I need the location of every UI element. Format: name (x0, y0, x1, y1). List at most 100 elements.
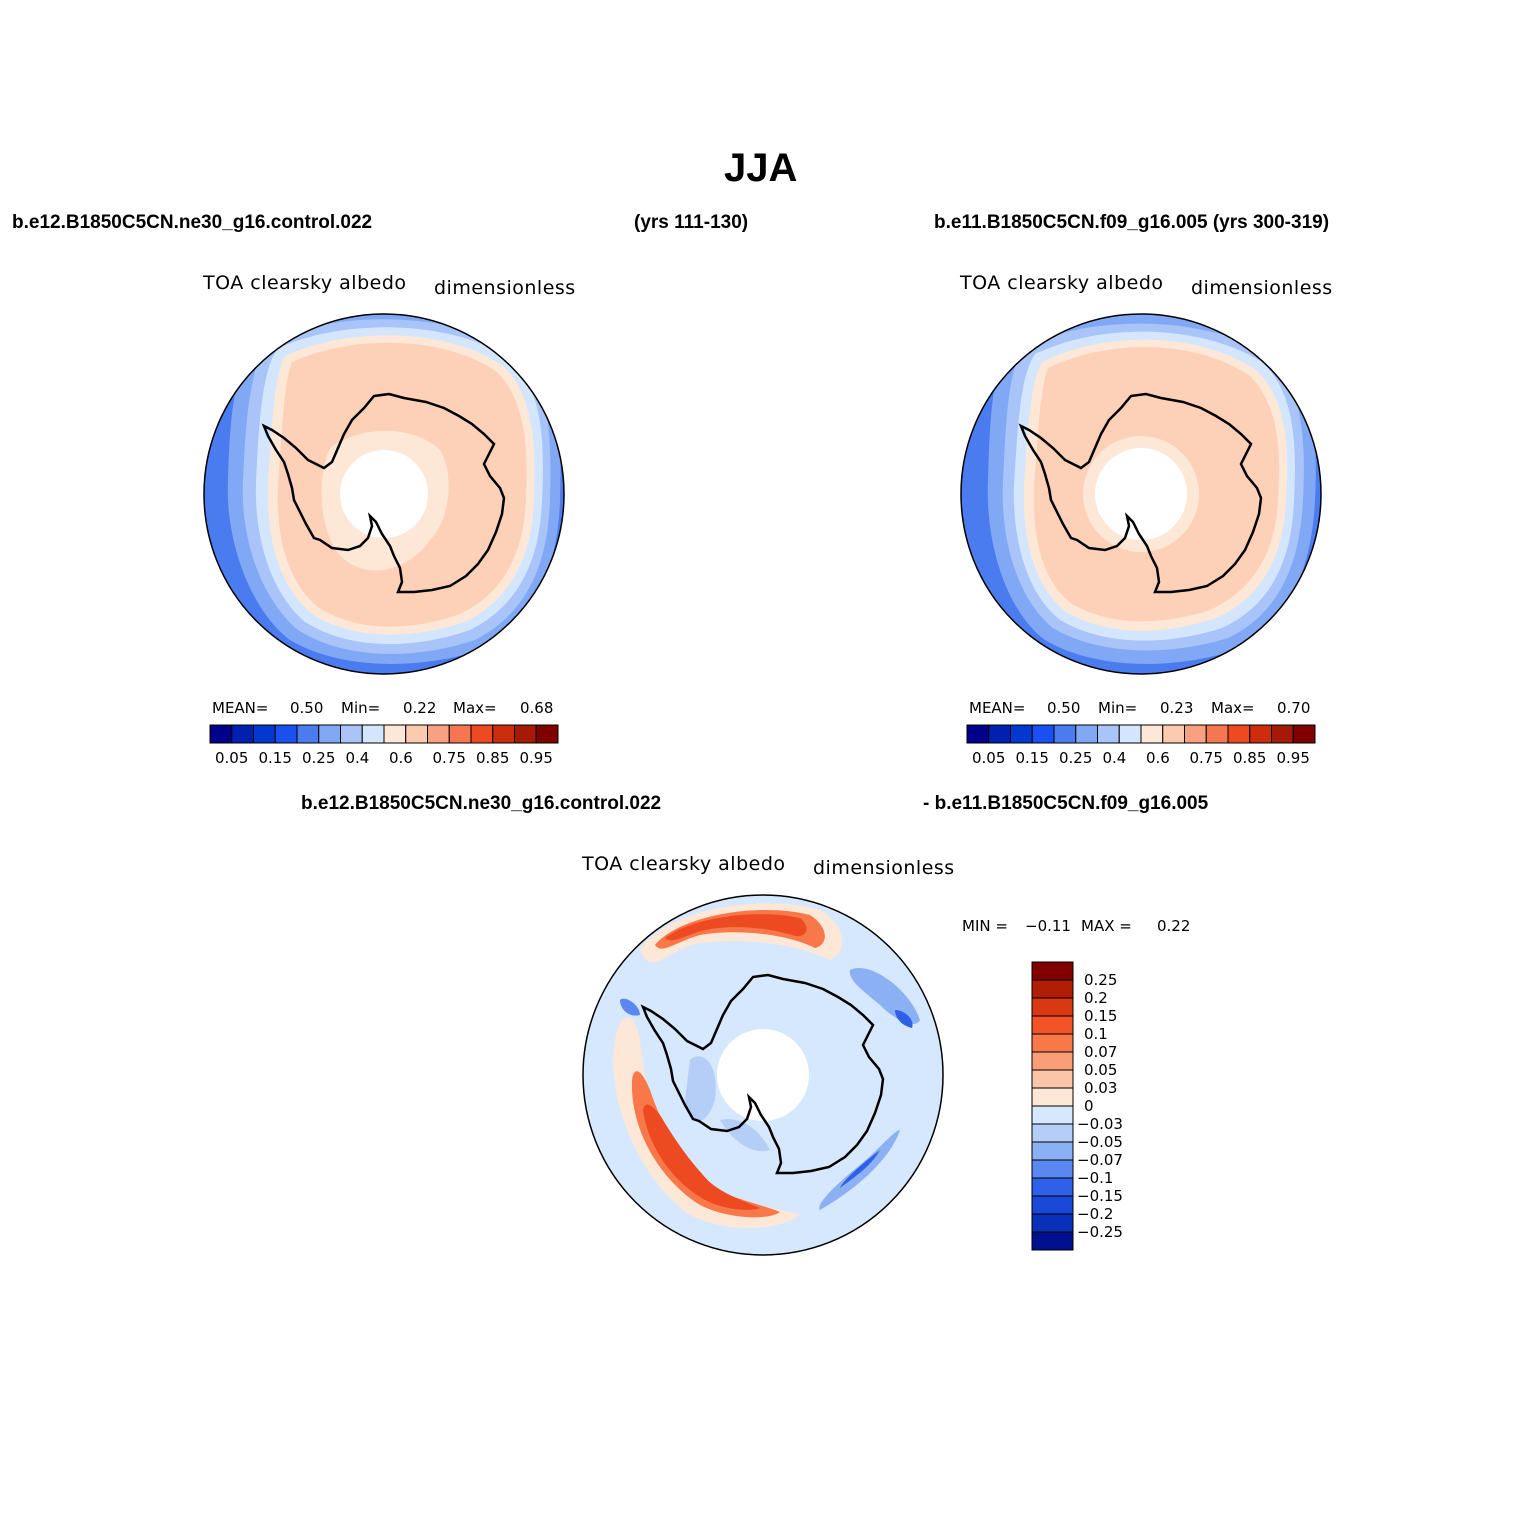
map-difference (582, 894, 944, 1256)
colorbar-tick-label: 0.85 (476, 749, 510, 767)
colorbar-swatch (1010, 724, 1033, 744)
colorbar-tick-label: −0.25 (1077, 1223, 1123, 1241)
colorbar-swatch (1031, 724, 1055, 744)
top-left-max-value: 0.68 (520, 699, 554, 717)
top-left-years: (yrs 111-130) (634, 212, 749, 233)
colorbar-swatch (1118, 724, 1142, 744)
colorbar-tick-label: 0.75 (432, 749, 466, 767)
colorbar-swatch (1031, 979, 1074, 999)
bottom-units-label: dimensionless (813, 857, 955, 879)
colorbar-swatch (1031, 997, 1074, 1017)
bottom-variable-label: TOA clearsky albedo (582, 853, 786, 875)
top-left-case-title: b.e12.B1850C5CN.ne30_g16.control.022 (12, 212, 373, 233)
colorbar-tick-label: 0.4 (345, 749, 370, 767)
colorbar-tick-label: 0.4 (1102, 749, 1127, 767)
colorbar-swatch (1031, 1087, 1074, 1107)
colorbar-swatch (514, 724, 537, 744)
top-left-mean-value: 0.50 (290, 699, 324, 717)
colorbar-swatch (1140, 724, 1164, 744)
main-title: JJA (724, 146, 798, 190)
colorbar-tick-label: −0.07 (1077, 1151, 1123, 1169)
colorbar-swatch (988, 724, 1011, 744)
colorbar-tick-label: 0.15 (1015, 749, 1049, 767)
colorbar-swatch (1031, 1141, 1074, 1161)
bottom-max-label: MAX = (1081, 917, 1132, 935)
top-right-units-label: dimensionless (1191, 277, 1333, 299)
colorbar-swatch (1031, 1231, 1074, 1251)
colorbar-difference (1031, 961, 1074, 1251)
colorbar-swatch (1031, 1195, 1074, 1215)
top-right-max-label: Max= (1211, 699, 1255, 717)
colorbar-tick-label: 0.15 (258, 749, 292, 767)
map-top-left-border (203, 313, 565, 675)
colorbar-swatch (1075, 724, 1098, 744)
colorbar-swatch (448, 724, 472, 744)
top-right-mean-label: MEAN= (969, 699, 1026, 717)
bottom-min-label: MIN = (962, 917, 1008, 935)
colorbar-swatch (274, 724, 298, 744)
colorbar-swatch (1292, 724, 1316, 744)
top-right-min-label: Min= (1098, 699, 1138, 717)
colorbar-swatch (318, 724, 341, 744)
colorbar-tick-label: 0.15 (1084, 1007, 1118, 1025)
colorbar-swatch (361, 724, 385, 744)
colorbar-swatch (492, 724, 515, 744)
colorbar-swatch (1031, 1159, 1074, 1179)
bottom-case-title-left: b.e12.B1850C5CN.ne30_g16.control.022 (301, 793, 662, 814)
colorbar-tick-label: 0.05 (1084, 1061, 1118, 1079)
colorbar-tick-label: 0.2 (1084, 989, 1108, 1007)
colorbar-tick-label: 0.25 (302, 749, 336, 767)
colorbar-swatch (427, 724, 450, 744)
colorbar-tick-label: 0.25 (1059, 749, 1093, 767)
colorbar-swatch (1031, 1069, 1074, 1089)
colorbar-swatch (1053, 724, 1077, 744)
colorbar-tick-label: 0 (1084, 1097, 1094, 1115)
top-left-variable-label: TOA clearsky albedo (203, 272, 407, 294)
colorbar-tick-label: 0.6 (1146, 749, 1170, 767)
colorbar-tick-label: 0.95 (519, 749, 553, 767)
colorbar-tick-label: 0.25 (1084, 971, 1118, 989)
colorbar-swatch (405, 724, 428, 744)
top-right-case-title: b.e11.B1850C5CN.f09_g16.005 (yrs 300-319… (934, 212, 1330, 233)
colorbar-swatch (1031, 1213, 1074, 1233)
colorbar-tick-label: 0.75 (1189, 749, 1223, 767)
colorbar-swatch (1031, 1033, 1074, 1053)
top-right-min-value: 0.23 (1160, 699, 1194, 717)
colorbar-swatch (1205, 724, 1229, 744)
colorbar-tick-label: −0.03 (1077, 1115, 1123, 1133)
colorbar-tick-label: 0.6 (389, 749, 413, 767)
colorbar-swatch (1162, 724, 1185, 744)
colorbar-swatch (1031, 1105, 1074, 1125)
colorbar-tick-label: 0.05 (972, 749, 1006, 767)
top-left-units-label: dimensionless (434, 277, 576, 299)
colorbar-swatch (470, 724, 494, 744)
colorbar-swatch (383, 724, 407, 744)
colorbar-tick-label: 0.85 (1233, 749, 1267, 767)
colorbar-swatch (1031, 1015, 1074, 1035)
colorbar-tick-label: −0.2 (1077, 1205, 1114, 1223)
colorbar-swatch (253, 724, 276, 744)
colorbar-swatch (1031, 961, 1074, 981)
bottom-case-title-right: - b.e11.B1850C5CN.f09_g16.005 (923, 793, 1209, 814)
colorbar-swatch (1097, 724, 1120, 744)
colorbar-tick-label: −0.1 (1077, 1169, 1114, 1187)
colorbar-swatch (1031, 1123, 1074, 1143)
colorbar-swatch (1184, 724, 1207, 744)
colorbar-top-left (209, 724, 559, 744)
colorbar-tick-label: 0.03 (1084, 1079, 1118, 1097)
map-top-left (203, 313, 565, 675)
bottom-min-value: −0.11 (1025, 917, 1071, 935)
map-top-right (960, 313, 1322, 675)
colorbar-swatch (1227, 724, 1251, 744)
top-right-mean-value: 0.50 (1047, 699, 1081, 717)
colorbar-swatch (1031, 1051, 1074, 1071)
colorbar-swatch (1031, 1177, 1074, 1197)
colorbar-swatch (231, 724, 254, 744)
colorbar-swatch (1271, 724, 1294, 744)
colorbar-tick-label: −0.15 (1077, 1187, 1123, 1205)
colorbar-swatch (1249, 724, 1272, 744)
colorbar-swatch (340, 724, 363, 744)
top-right-variable-label: TOA clearsky albedo (960, 272, 1164, 294)
colorbar-swatch (966, 724, 990, 744)
